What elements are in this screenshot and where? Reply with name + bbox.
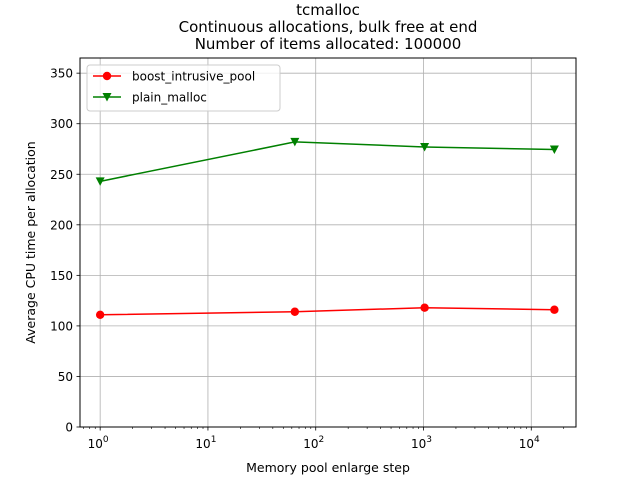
y-tick-label: 50: [58, 370, 73, 384]
y-axis-label: Average CPU time per allocation: [23, 141, 38, 343]
y-tick-label: 300: [50, 117, 73, 131]
x-axis-label: Memory pool enlarge step: [246, 460, 410, 475]
legend-box: [86, 64, 281, 112]
series-line-boost-intrusive-pool: [100, 306, 555, 316]
chart-title-line-1: tcmalloc: [296, 1, 360, 19]
y-tick-label: 250: [50, 168, 73, 182]
grid: [80, 58, 576, 428]
series-line-plain-malloc: [100, 141, 555, 183]
y-tick-label: 200: [50, 218, 73, 232]
y-tick-label: 350: [50, 67, 73, 81]
y-tick-label: 150: [50, 269, 73, 283]
data-point-boost-intrusive-pool: [290, 307, 300, 316]
x-tick-label: 101: [195, 435, 216, 451]
data-point-boost-intrusive-pool: [550, 305, 559, 314]
data-point-boost-intrusive-pool: [95, 310, 105, 319]
legend-marker-malloc: [102, 93, 112, 102]
data-point-plain-malloc: [95, 177, 105, 186]
x-tick-label: 100: [88, 435, 109, 451]
x-tick-label: 102: [303, 435, 324, 451]
chart-title-line-3: Number of items allocated: 100000: [195, 35, 462, 53]
data-point-plain-malloc: [549, 145, 559, 154]
legend-label-malloc: plain_malloc: [132, 91, 207, 105]
y-tick-label: 100: [50, 319, 73, 333]
legend-label-boost: boost_intrusive_pool: [132, 70, 255, 84]
chart-title-line-2: Continuous allocations, bulk free at end: [179, 18, 478, 36]
x-tick-label: 103: [411, 435, 432, 451]
x-tick-label: 104: [519, 435, 540, 451]
y-tick-label: 0: [65, 421, 73, 435]
legend: boost_intrusive_pool plain_malloc: [86, 64, 281, 112]
data-point-plain-malloc: [420, 142, 430, 152]
ticks: 100 101 102 103 104 0 50 100 150 200 250 300 350: [50, 67, 565, 451]
series-layer: [95, 137, 559, 319]
data-point-boost-intrusive-pool: [420, 303, 429, 312]
data-point-plain-malloc: [290, 137, 300, 147]
legend-marker-boost: [102, 71, 112, 81]
plot-frame: [79, 57, 577, 428]
